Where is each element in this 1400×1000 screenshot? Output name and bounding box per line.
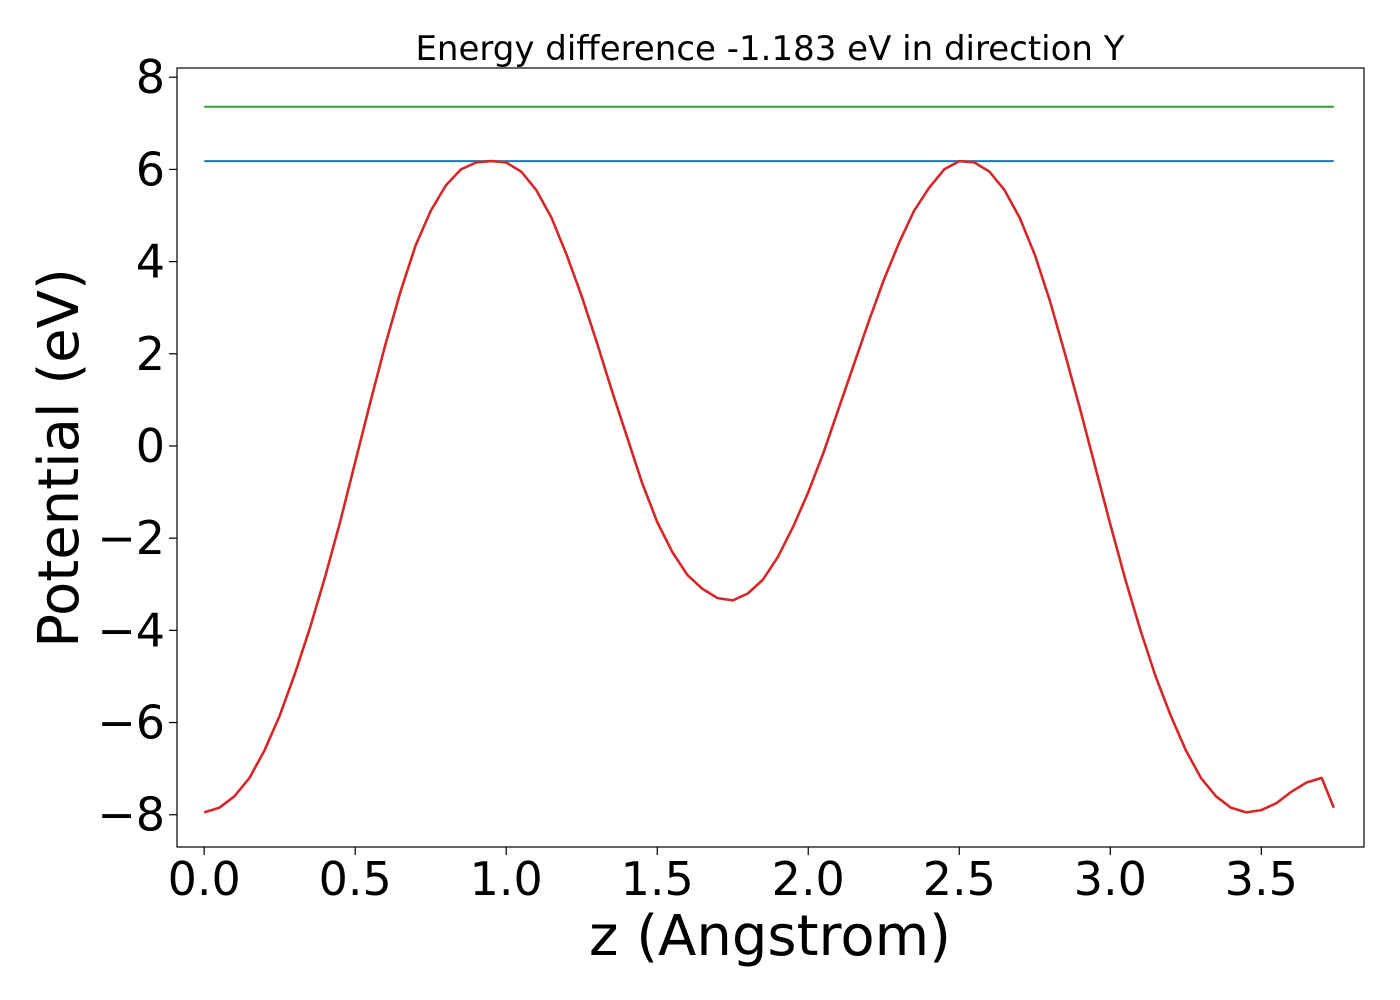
y-tick-label: 8 (136, 50, 165, 104)
y-tick-label: −2 (97, 511, 165, 565)
x-axis: 0.0 0.5 1.0 1.5 2.0 2.5 3.0 3.5 (168, 847, 1298, 906)
y-axis: −8 −6 −4 −2 0 2 4 6 8 (97, 50, 177, 842)
x-tick-label: 1.0 (470, 852, 543, 906)
x-tick-label: 2.5 (923, 852, 996, 906)
y-axis-label: Potential (eV) (27, 268, 92, 648)
y-tick-label: −4 (97, 603, 165, 657)
x-tick-label: 3.0 (1074, 852, 1147, 906)
series-layer (203, 105, 1336, 814)
x-axis-label: z (Angstrom) (589, 904, 951, 969)
x-tick-label: 3.5 (1225, 852, 1298, 906)
series-line-3 (203, 159, 1336, 814)
plot-frame (176, 67, 1365, 848)
y-tick-label: 6 (136, 142, 165, 196)
plot-area (176, 67, 1365, 848)
x-tick-label: 1.5 (621, 852, 694, 906)
x-tick-label: 2.0 (772, 852, 845, 906)
x-tick-label: 0.0 (168, 852, 241, 906)
y-tick-label: 4 (136, 235, 165, 289)
x-tick-label: 0.5 (319, 852, 392, 906)
chart-title: Energy difference -1.183 eV in direction… (415, 29, 1124, 69)
y-tick-label: 0 (136, 419, 165, 473)
y-tick-label: 2 (136, 327, 165, 381)
y-tick-label: −8 (97, 788, 165, 842)
y-tick-label: −6 (97, 696, 165, 750)
